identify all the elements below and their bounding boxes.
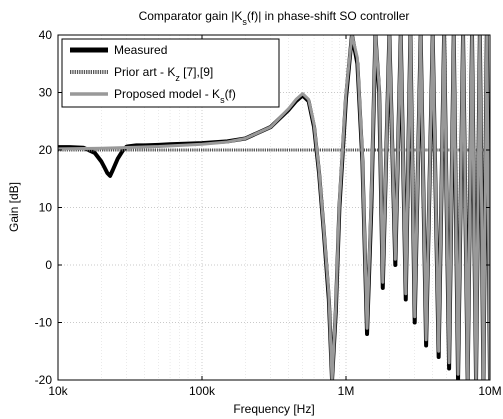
x-axis-label: Frequency [Hz] xyxy=(233,402,314,416)
y-tick-label: -10 xyxy=(35,316,53,330)
chart-title: Comparator gain |Ks(f)| in phase-shift S… xyxy=(139,9,410,27)
x-tick-label: 10k xyxy=(48,384,68,398)
y-tick-label: 0 xyxy=(45,258,52,272)
legend-label-prior: Prior art - Kz [7],[9] xyxy=(114,65,213,83)
tick-marks xyxy=(57,34,491,381)
x-tick-label: 100k xyxy=(189,384,216,398)
y-tick-label: -20 xyxy=(35,373,53,387)
y-tick-label: 40 xyxy=(39,28,53,42)
legend-label-measured: Measured xyxy=(114,43,167,57)
legend: Measured Prior art - Kz [7],[9] Proposed… xyxy=(61,38,280,108)
x-tick-label: 1M xyxy=(338,384,355,398)
y-tick-label: 30 xyxy=(39,86,53,100)
x-tick-label: 10M xyxy=(478,384,501,398)
series-proposed-line xyxy=(58,35,490,380)
legend-label-proposed: Proposed model - Ks(f) xyxy=(114,87,236,105)
series-layer xyxy=(58,35,490,380)
y-tick-label: 20 xyxy=(39,143,53,157)
y-axis-label: Gain [dB] xyxy=(7,182,21,232)
tick-labels: 10k 100k 1M 10M -20 -10 0 10 20 30 40 xyxy=(35,28,502,398)
y-tick-label: 10 xyxy=(39,201,53,215)
